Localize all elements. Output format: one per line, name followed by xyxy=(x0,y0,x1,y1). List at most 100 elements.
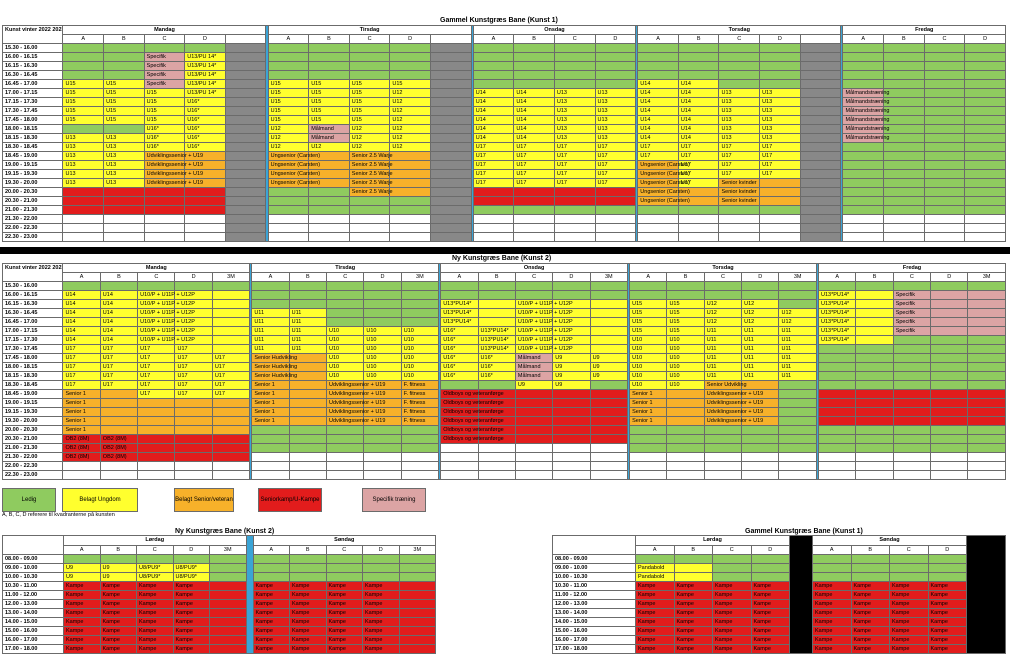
schedule-cell: U17 xyxy=(211,371,251,381)
schedule-cell xyxy=(799,187,842,197)
schedule-cell xyxy=(799,124,842,134)
schedule-cell xyxy=(62,43,105,53)
schedule-cell xyxy=(267,205,310,215)
schedule-cell: U11 xyxy=(703,344,743,354)
schedule-row: 09.00 - 10.00 U9 U9 U8/PU9* U8/PU9* xyxy=(2,563,436,573)
schedule-cell xyxy=(799,88,842,98)
schedule-cell: U16* xyxy=(143,124,186,134)
schedule-cell: U17 xyxy=(513,178,555,188)
schedule-cell: Kampe xyxy=(850,599,890,609)
schedule-cell xyxy=(677,205,720,215)
schedule-cell xyxy=(429,142,472,152)
schedule-cell xyxy=(211,416,251,426)
time-slot: 17.15 - 17.30 xyxy=(1,97,64,107)
legend-item-3: Seniorkamp/U-Kampe xyxy=(258,488,322,512)
schedule-cell xyxy=(855,452,894,462)
schedule-cell: U17 xyxy=(594,151,637,161)
schedule-cell xyxy=(477,452,516,462)
schedule-cell: Kampe xyxy=(289,626,327,636)
time-slot: 16.15 - 16.30 xyxy=(1,299,64,309)
schedule-cell: Pandabold xyxy=(635,563,675,573)
schedule-cell: U14 xyxy=(677,115,720,125)
schedule-cell xyxy=(741,470,780,480)
schedule-cell: U14 xyxy=(677,124,720,134)
column-header: C xyxy=(712,545,752,555)
schedule-cell: Kampe xyxy=(172,581,210,591)
schedule-cell xyxy=(211,290,251,300)
schedule-cell xyxy=(927,572,967,582)
schedule-cell xyxy=(348,52,391,62)
schedule-cell xyxy=(967,470,1006,480)
schedule-cell xyxy=(143,205,186,215)
schedule-cell xyxy=(363,308,402,318)
schedule-cell xyxy=(398,626,436,636)
schedule-cell: U17 xyxy=(211,362,251,372)
schedule-cell xyxy=(99,407,139,417)
schedule-cell: Kampe xyxy=(673,644,713,654)
schedule-cell: U9 xyxy=(589,371,628,381)
schedule-cell: U17 xyxy=(472,169,515,179)
schedule-cell xyxy=(137,416,176,426)
column-header: 3M xyxy=(398,545,436,555)
schedule-cell xyxy=(855,371,894,381)
schedule-cell xyxy=(308,52,350,62)
schedule-cell xyxy=(703,470,743,480)
schedule-cell xyxy=(363,434,402,444)
schedule-cell xyxy=(594,52,637,62)
schedule-cell: U17 xyxy=(677,151,720,161)
time-slot: 15.30 - 16.00 xyxy=(1,43,64,53)
schedule-cell xyxy=(99,470,139,480)
schedule-cell: U10 xyxy=(363,371,402,381)
time-slot: 16.45 - 17.00 xyxy=(1,79,64,89)
schedule-cell: U11 xyxy=(251,317,290,327)
schedule-cell xyxy=(842,43,885,53)
schedule-cell: Kampe xyxy=(172,608,210,618)
time-slot: 09.00 - 10.00 xyxy=(2,563,64,573)
schedule-cell: U13/PU 14* xyxy=(184,88,226,98)
schedule-cell: U10/P + U11P + U12P xyxy=(514,326,573,336)
legend-item-2: Belagt Senior/veteran xyxy=(174,488,234,512)
schedule-cell: U17 xyxy=(137,344,176,354)
schedule-cell xyxy=(389,70,431,80)
schedule-cell xyxy=(429,79,472,89)
schedule-cell: Kampe xyxy=(172,590,210,600)
schedule-cell xyxy=(224,61,267,71)
schedule-cell: Kampe xyxy=(812,635,852,645)
schedule-cell xyxy=(211,461,251,471)
schedule-cell: U10 xyxy=(629,344,668,354)
schedule-cell xyxy=(812,554,852,564)
schedule-cell: Kampe xyxy=(289,644,327,654)
k2-day-1: Tirsdag xyxy=(251,263,440,273)
schedule-cell xyxy=(472,232,515,242)
schedule-cell xyxy=(211,299,251,309)
time-slot: 17.45 - 18.00 xyxy=(1,353,64,363)
schedule-row: 22.00 - 22.30 xyxy=(1,223,1006,233)
schedule-cell: OB2 (8M) xyxy=(62,443,101,453)
schedule-cell xyxy=(964,205,1006,215)
schedule-cell xyxy=(927,554,967,564)
schedule-cell xyxy=(589,461,628,471)
schedule-cell: U17 xyxy=(137,371,176,381)
time-slot: 16.00 - 16.15 xyxy=(1,290,64,300)
schedule-cell xyxy=(923,214,966,224)
schedule-cell: F. fitness xyxy=(400,407,440,417)
schedule-cell: Kampe xyxy=(325,635,363,645)
schedule-row: 16.00 - 16.15 U14 U14 U10/P + U11P + U12P U1… xyxy=(1,290,1006,300)
k2-grid: Kunst vinter 2022 2023 Mandag Tirsdag Onsda… xyxy=(1,263,1006,480)
column-header xyxy=(799,34,842,44)
schedule-cell: U13 xyxy=(718,106,761,116)
schedule-cell xyxy=(251,461,290,471)
time-slot: 18.15 - 18.30 xyxy=(1,133,64,143)
schedule-cell: U16* xyxy=(440,371,479,381)
schedule-cell: U14 xyxy=(99,299,139,309)
schedule-cell: Senior 1 xyxy=(629,416,668,426)
schedule-cell xyxy=(799,43,842,53)
schedule-cell xyxy=(718,70,761,80)
schedule-cell: U17 xyxy=(594,160,637,170)
schedule-cell xyxy=(400,443,440,453)
schedule-cell xyxy=(892,362,932,372)
schedule-cell xyxy=(677,43,720,53)
schedule-cell: U15 xyxy=(348,115,391,125)
schedule-cell xyxy=(741,452,780,462)
schedule-cell xyxy=(513,52,555,62)
